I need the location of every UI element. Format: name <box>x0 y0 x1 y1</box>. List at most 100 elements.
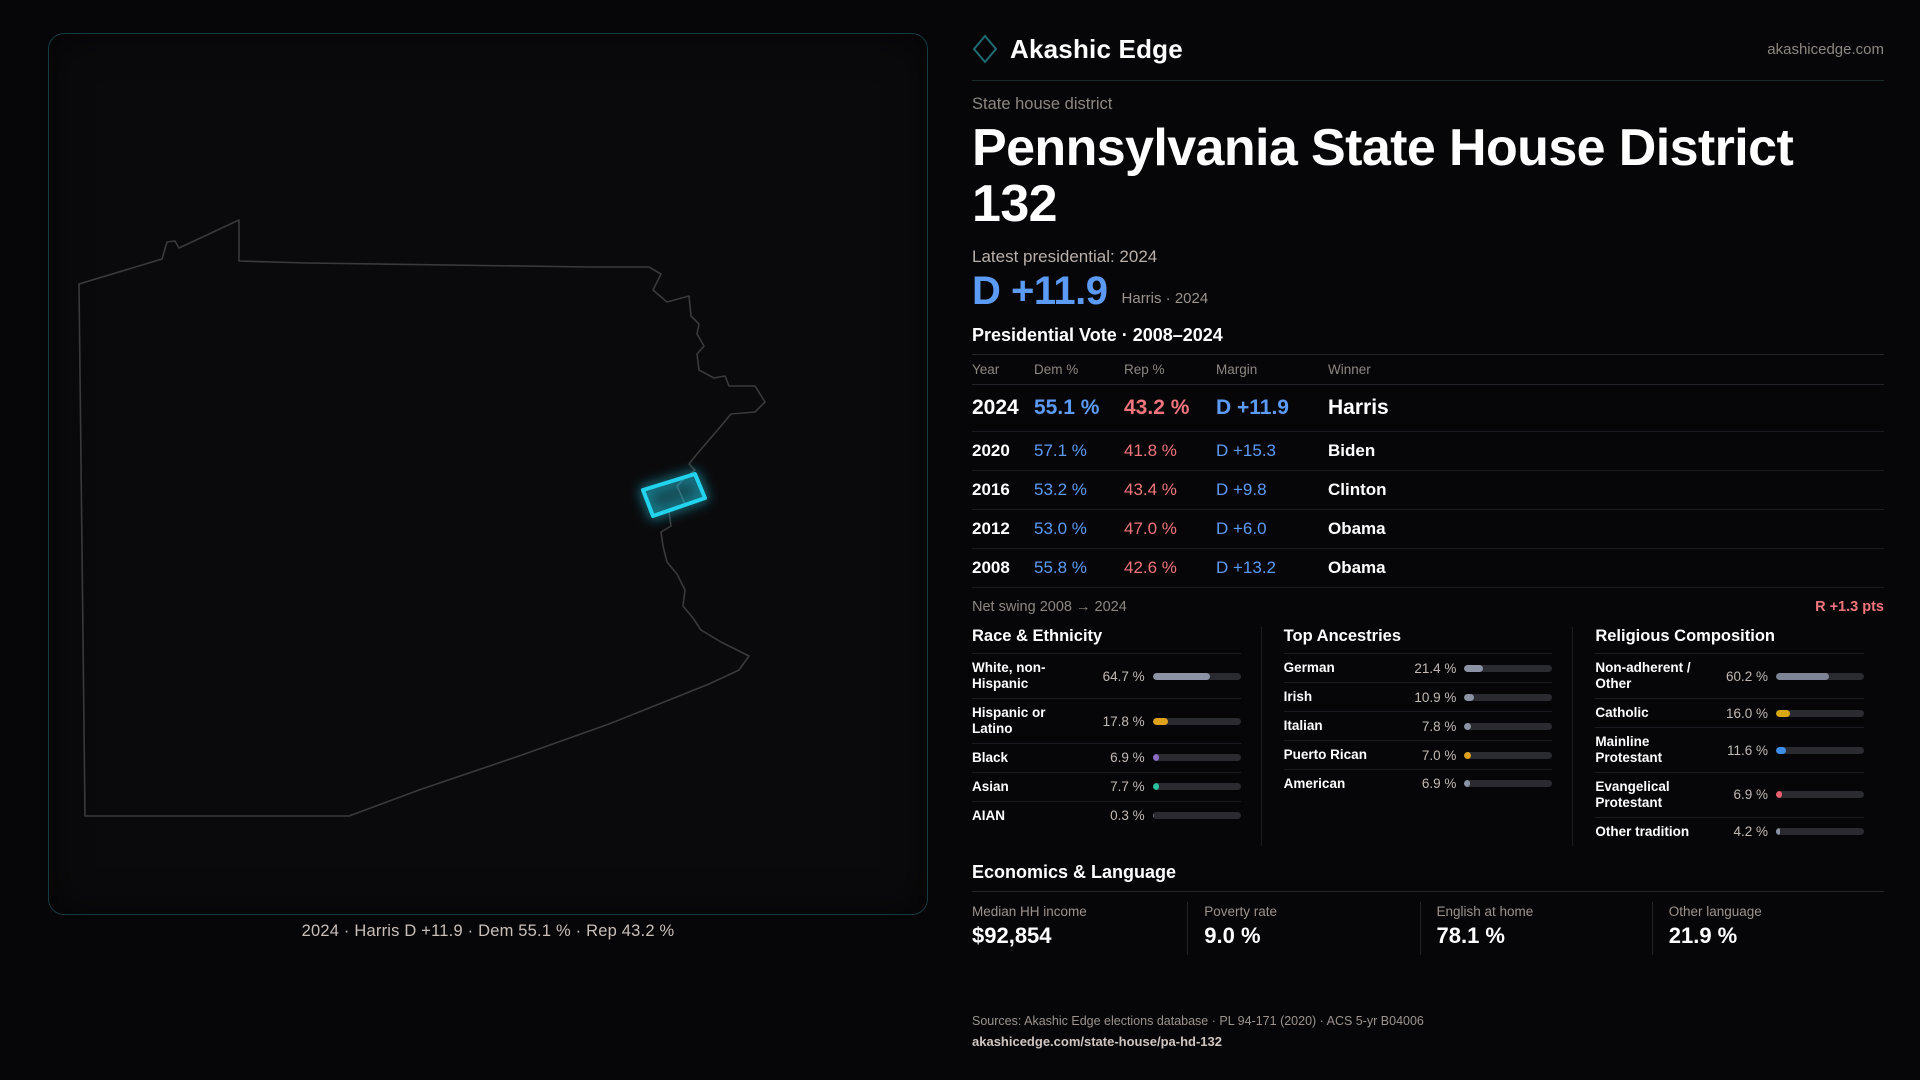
list-item: Non-adherent / Other 60.2 % <box>1595 653 1865 698</box>
list-item: Black 6.9 % <box>972 743 1241 772</box>
cell-dem: 57.1 % <box>1034 431 1124 472</box>
data-panel: Akashic Edge akashicedge.com State house… <box>960 0 1920 1080</box>
race-label: AIAN <box>972 807 1005 823</box>
religion-label: Mainline Protestant <box>1595 734 1663 765</box>
col-year: Year <box>972 354 1034 386</box>
list-item: Evangelical Protestant 6.9 % <box>1595 771 1865 817</box>
ancestry-label: Irish <box>1283 689 1313 705</box>
brand-bar: Akashic Edge akashicedge.com <box>972 28 1884 70</box>
stat-label: Median HH income <box>972 903 1087 919</box>
religion-value: 16.0 % <box>1725 705 1769 721</box>
list-item: AIAN 0.3 % <box>972 800 1241 830</box>
map-caption: 2024 · Harris D +11.9 · Dem 55.1 % · Rep… <box>301 922 675 940</box>
page-kicker: State house district <box>972 95 1113 113</box>
state-outline-path <box>78 219 766 817</box>
page-title: Pennsylvania State House District 132 <box>972 119 1794 234</box>
ancestry-bar <box>1464 751 1553 759</box>
ancestry-value: 21.4 % <box>1414 660 1457 676</box>
cell-rep: 43.2 % <box>1124 384 1216 433</box>
religion-value: 4.2 % <box>1733 824 1769 840</box>
table-row[interactable]: 2024 55.1 % 43.2 % D +11.9 Harris <box>972 384 1884 433</box>
ancestry-bar <box>1464 780 1553 788</box>
cell-dem: 55.1 % <box>1034 384 1124 433</box>
race-value: 64.7 % <box>1102 668 1145 684</box>
presidential-vote-table: Year Dem % Rep % Margin Winner 2024 55.1… <box>972 354 1884 589</box>
religion-bar <box>1776 828 1865 836</box>
religion-bar <box>1776 791 1865 799</box>
list-item: Italian 7.8 % <box>1283 711 1553 740</box>
cell-winner: Biden <box>1328 431 1884 472</box>
brand-domain: akashicedge.com <box>1767 40 1884 58</box>
list-item: American 6.9 % <box>1283 769 1553 798</box>
header-divider <box>972 80 1884 81</box>
cell-margin: D +11.9 <box>1216 384 1328 433</box>
top-ancestries-column: Top Ancestries German 21.4 % Irish 10.9 … <box>1260 627 1573 846</box>
ancestry-heading: Top Ancestries <box>1283 627 1402 646</box>
list-item: Mainline Protestant 11.6 % <box>1595 727 1865 772</box>
net-swing-value: R +1.3 pts <box>1815 599 1884 616</box>
race-label: White, non-Hispanic <box>972 660 1046 692</box>
table-header-row: Year Dem % Rep % Margin Winner <box>972 354 1884 386</box>
economics-heading: Economics & Language <box>972 861 1177 882</box>
stat-value: 78.1 % <box>1436 922 1506 948</box>
economics-grid: Median HH income $92,854 Poverty rate 9.… <box>972 890 1884 955</box>
cell-margin: D +15.3 <box>1216 431 1328 472</box>
cell-dem: 53.0 % <box>1034 509 1124 550</box>
ancestry-value: 6.9 % <box>1421 776 1457 792</box>
table-row[interactable]: 2008 55.8 % 42.6 % D +13.2 Obama <box>972 548 1884 589</box>
stat-label: Poverty rate <box>1204 903 1278 919</box>
cell-margin: D +6.0 <box>1216 509 1328 550</box>
sources-url[interactable]: akashicedge.com/state-house/pa-hd-132 <box>972 1033 1222 1049</box>
race-bar <box>1152 672 1241 680</box>
race-heading: Race & Ethnicity <box>972 627 1103 646</box>
stat-value: $92,854 <box>972 922 1052 948</box>
headline-margin-value: D +11.9 <box>972 269 1108 314</box>
cell-rep: 47.0 % <box>1124 509 1216 550</box>
map-frame <box>48 33 928 915</box>
race-label: Hispanic or Latino <box>972 705 1046 737</box>
col-margin: Margin <box>1216 354 1328 386</box>
race-label: Asian <box>972 778 1009 794</box>
table-row[interactable]: 2020 57.1 % 41.8 % D +15.3 Biden <box>972 431 1884 472</box>
stat-label: English at home <box>1436 903 1534 919</box>
ancestry-label: American <box>1283 776 1346 791</box>
cell-rep: 41.8 % <box>1124 431 1216 472</box>
map-panel: 2024 · Harris D +11.9 · Dem 55.1 % · Rep… <box>48 33 928 940</box>
ancestry-label: Italian <box>1283 718 1323 734</box>
table-row[interactable]: 2012 53.0 % 47.0 % D +6.0 Obama <box>972 509 1884 550</box>
brand-name: Akashic Edge <box>1010 33 1183 64</box>
ancestry-value: 7.8 % <box>1421 718 1457 734</box>
religion-value: 11.6 % <box>1726 742 1769 758</box>
race-label: Black <box>972 750 1009 765</box>
race-bar <box>1152 754 1241 762</box>
sources-line: Sources: Akashic Edge elections database… <box>972 1014 1424 1029</box>
race-value: 17.8 % <box>1102 713 1145 729</box>
stat-card: Median HH income $92,854 <box>972 902 1187 955</box>
religion-label: Non-adherent / Other <box>1595 660 1691 692</box>
list-item: Other tradition 4.2 % <box>1595 816 1865 846</box>
ancestry-label: Puerto Rican <box>1283 747 1367 763</box>
religion-bar <box>1776 672 1865 680</box>
race-value: 7.7 % <box>1110 779 1145 795</box>
race-value: 0.3 % <box>1110 808 1145 824</box>
race-ethnicity-column: Race & Ethnicity White, non-Hispanic 64.… <box>972 627 1261 845</box>
religion-label: Evangelical Protestant <box>1595 778 1670 810</box>
pennsylvania-map[interactable] <box>49 34 929 916</box>
religion-heading: Religious Composition <box>1595 627 1776 646</box>
religious-composition-column: Religious Composition Non-adherent / Oth… <box>1572 627 1884 846</box>
ancestry-value: 10.9 % <box>1414 689 1457 705</box>
sources-footer: Sources: Akashic Edge elections database… <box>972 1012 1884 1052</box>
col-dem: Dem % <box>1034 354 1124 386</box>
table-row[interactable]: 2016 53.2 % 43.4 % D +9.8 Clinton <box>972 470 1884 511</box>
list-item: Hispanic or Latino 17.8 % <box>972 698 1241 743</box>
stat-value: 9.0 % <box>1204 922 1261 948</box>
cell-winner: Harris <box>1328 384 1884 433</box>
race-bar <box>1152 783 1241 791</box>
district-highlight[interactable] <box>641 472 707 518</box>
ancestry-bar <box>1464 664 1553 672</box>
cell-margin: D +9.8 <box>1216 470 1328 511</box>
net-swing-label: Net swing 2008 → 2024 <box>972 599 1127 616</box>
list-item: Asian 7.7 % <box>972 771 1241 801</box>
list-item: Puerto Rican 7.0 % <box>1283 740 1553 769</box>
